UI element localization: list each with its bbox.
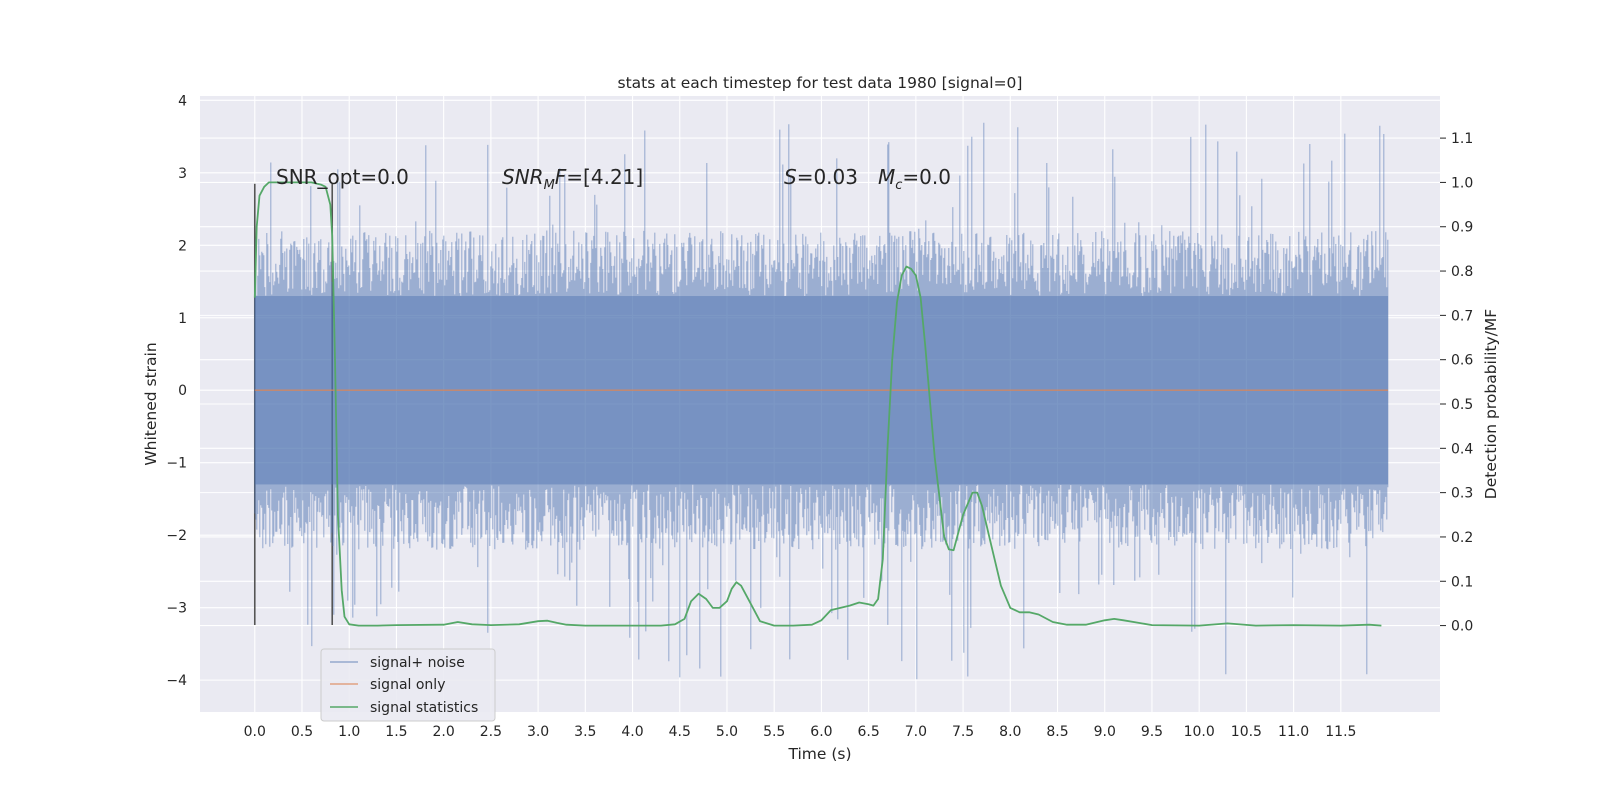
x-tick-label: 10.5 xyxy=(1231,724,1262,740)
x-tick-label: 3.0 xyxy=(527,724,549,740)
x-tick-label: 1.0 xyxy=(338,724,360,740)
y-right-tick-label: 0.0 xyxy=(1451,619,1473,635)
y-left-tick-label: −3 xyxy=(166,601,187,617)
x-tick-label: 8.0 xyxy=(999,724,1021,740)
x-tick-label: 3.5 xyxy=(574,724,596,740)
y-right-tick-label: 0.9 xyxy=(1451,220,1473,236)
x-tick-label: 11.5 xyxy=(1325,724,1356,740)
x-tick-label: 5.0 xyxy=(716,724,738,740)
mc-value: =0.0 xyxy=(902,165,951,189)
y-left-tick-label: 2 xyxy=(178,238,187,254)
snr-mf-value: F=[4.21] xyxy=(555,165,643,189)
x-axis-label: Time (s) xyxy=(787,745,851,763)
legend-label-noise: signal+ noise xyxy=(370,655,465,671)
x-tick-label: 2.0 xyxy=(433,724,455,740)
statistics-line xyxy=(253,181,1382,627)
y-right-tick-label: 0.7 xyxy=(1451,308,1473,324)
y-axis-left-label: Whitened strain xyxy=(142,342,160,465)
y-right-tick-label: 0.8 xyxy=(1451,264,1473,280)
x-tick-label: 8.5 xyxy=(1046,724,1068,740)
annotation-snr-opt: SNR_opt=0.0 xyxy=(276,165,409,189)
x-tick-label: 6.0 xyxy=(810,724,832,740)
x-tick-label: 7.0 xyxy=(905,724,927,740)
x-tick-label: 11.0 xyxy=(1278,724,1309,740)
x-tick-label: 10.0 xyxy=(1184,724,1215,740)
y-right-tick-label: 1.0 xyxy=(1451,175,1473,191)
y-right-tick-label: 1.1 xyxy=(1451,131,1473,147)
x-tick-label: 5.5 xyxy=(763,724,785,740)
annotation-mc: Mc=0.0 xyxy=(878,165,951,193)
x-tick-label: 4.5 xyxy=(669,724,691,740)
y-left-tick-label: −2 xyxy=(166,528,187,544)
y-right-tick-labels: 0.0 0.1 0.2 0.3 0.4 0.5 0.6 0.7 0.8 0.9 1.0 1.1 xyxy=(1440,131,1473,635)
legend-label-statistics: signal statistics xyxy=(370,700,478,716)
y-right-tick-label: 0.5 xyxy=(1451,397,1473,413)
annotation-s: S=0.03 xyxy=(784,165,858,189)
x-tick-label: 7.5 xyxy=(952,724,974,740)
legend: signal+ noise signal only signal statist… xyxy=(320,648,496,722)
noise-trace xyxy=(254,122,1389,680)
chart-title: stats at each timestep for test data 198… xyxy=(618,74,1023,92)
x-tick-label: 4.0 xyxy=(621,724,643,740)
snr-mf-rest: =[4.21] xyxy=(566,165,643,189)
mc-subscript: c xyxy=(895,178,902,193)
y-left-tick-label: 4 xyxy=(178,93,187,109)
y-right-tick-label: 0.3 xyxy=(1451,486,1473,502)
s-symbol: S xyxy=(784,165,797,189)
y-left-tick-label: 1 xyxy=(178,311,187,327)
y-right-tick-label: 0.2 xyxy=(1451,530,1473,546)
x-tick-label: 9.5 xyxy=(1141,724,1163,740)
snr-mf-f: F xyxy=(555,165,567,189)
annotation-snr-mf: SNRMF=[4.21] xyxy=(502,165,643,193)
x-tick-label: 6.5 xyxy=(858,724,880,740)
y-right-tick-label: 0.4 xyxy=(1451,441,1473,457)
y-left-tick-label: 0 xyxy=(178,383,187,399)
y-left-tick-label: −4 xyxy=(166,673,187,689)
y-left-tick-labels: −4 −3 −2 −1 0 1 2 3 4 xyxy=(166,93,187,689)
s-value: =0.03 xyxy=(797,165,858,189)
x-tick-label: 9.0 xyxy=(1094,724,1116,740)
x-tick-label: 0.5 xyxy=(291,724,313,740)
legend-box xyxy=(320,648,496,722)
y-axis-right-label: Detection probability/MF xyxy=(1482,309,1500,500)
y-left-tick-label: −1 xyxy=(166,456,187,472)
mc-symbol: M xyxy=(878,165,895,189)
x-tick-label: 0.0 xyxy=(244,724,266,740)
y-left-tick-label: 3 xyxy=(178,166,187,182)
x-tick-label: 1.5 xyxy=(385,724,407,740)
x-tick-label: 2.5 xyxy=(480,724,502,740)
y-right-tick-label: 0.6 xyxy=(1451,353,1473,369)
snr-mf-subscript: M xyxy=(544,178,555,193)
snr-mf-symbol: SNR xyxy=(502,165,544,189)
legend-label-signal-only: signal only xyxy=(370,677,445,693)
y-right-tick-label: 0.1 xyxy=(1451,574,1473,590)
x-tick-labels: 0.0 0.5 1.0 1.5 2.0 2.5 3.0 3.5 4.0 4.5 5.0 5.5 6.0 6… xyxy=(244,724,1357,740)
series-signal-statistics xyxy=(253,181,1382,627)
